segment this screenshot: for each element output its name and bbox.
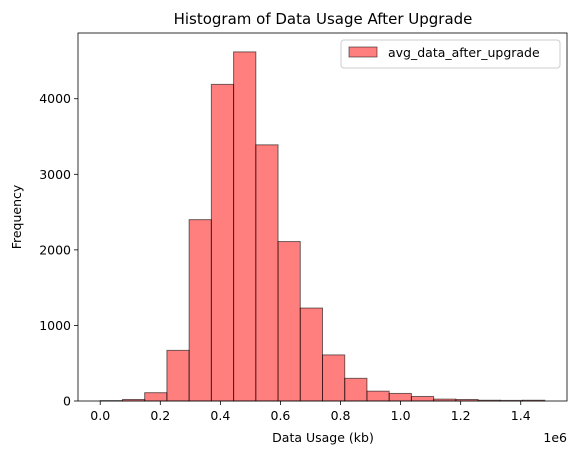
x-tick-label: 0.0 (90, 408, 110, 423)
histogram-bar (410, 395, 435, 402)
x-axis-label: Data Usage (kb) (272, 430, 374, 445)
histogram-bar (233, 51, 257, 402)
x-axis-ticks: 0.0 0.2 0.4 0.6 0.8 1.0 1.2 1.4 (90, 401, 531, 423)
histogram-bar (366, 390, 390, 402)
x-offset-label: 1e6 (543, 430, 567, 445)
histogram-bar (344, 377, 368, 402)
y-tick-label: 0 (63, 394, 71, 409)
bars-group (99, 51, 546, 402)
x-tick-label: 1.0 (391, 408, 411, 423)
legend-label: avg_data_after_upgrade (388, 45, 540, 60)
y-tick-label: 3000 (39, 167, 71, 182)
y-tick-label: 2000 (39, 242, 71, 257)
histogram-bar (166, 349, 190, 402)
histogram-bar (210, 83, 235, 402)
y-axis-ticks: 0 1000 2000 3000 4000 (39, 91, 78, 409)
histogram-bar (299, 307, 324, 402)
x-tick-label: 0.2 (150, 408, 170, 423)
legend: avg_data_after_upgrade (340, 39, 561, 69)
x-tick-label: 0.8 (331, 408, 351, 423)
y-axis-label: Frequency (9, 184, 24, 249)
histogram-bar (322, 354, 346, 402)
legend-swatch (348, 46, 378, 58)
legend-frame (340, 39, 561, 69)
x-tick-label: 0.6 (271, 408, 291, 423)
histogram-bar (188, 219, 212, 402)
x-tick-label: 1.2 (451, 408, 471, 423)
plot-frame (77, 32, 568, 402)
histogram-bar (388, 392, 412, 402)
histogram-bar (144, 392, 168, 402)
x-tick-label: 0.4 (210, 408, 230, 423)
y-tick-label: 1000 (39, 318, 71, 333)
histogram-bar (277, 241, 301, 402)
histogram-bar (255, 144, 279, 402)
x-tick-label: 1.4 (511, 408, 531, 423)
y-tick-label: 4000 (39, 91, 71, 106)
chart-title: Histogram of Data Usage After Upgrade (174, 10, 473, 28)
